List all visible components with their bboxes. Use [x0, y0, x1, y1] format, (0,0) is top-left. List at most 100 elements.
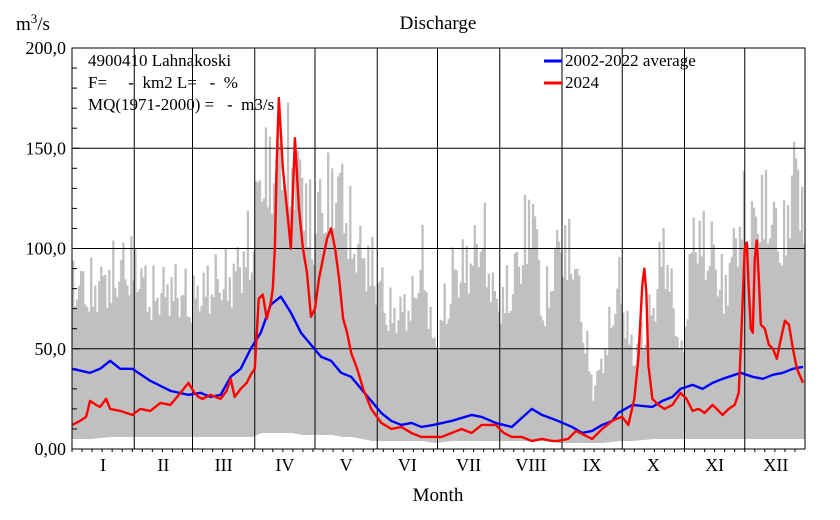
range-band-bar — [758, 242, 762, 439]
range-band-bar — [238, 267, 241, 437]
range-band-bar — [702, 211, 705, 439]
range-band-bar — [676, 337, 679, 439]
range-band-bar — [288, 206, 292, 433]
range-band-bar — [547, 307, 551, 442]
range-band-bar — [529, 247, 533, 441]
range-band-bar — [150, 319, 153, 437]
range-band-bar — [88, 311, 91, 439]
range-band-bar — [160, 293, 163, 437]
range-band-bar — [624, 338, 627, 441]
range-band-bar — [335, 202, 338, 436]
range-band-bar — [333, 228, 336, 436]
range-band-bar — [501, 286, 505, 441]
range-band-bar — [170, 277, 173, 437]
range-band-bar — [286, 102, 290, 433]
month-label: III — [215, 455, 233, 475]
month-label: X — [647, 455, 660, 475]
range-band-bar — [355, 272, 358, 438]
range-band-bar — [176, 298, 179, 437]
range-band-bar — [778, 262, 782, 439]
range-band-bar — [319, 179, 322, 435]
range-band-bar — [455, 270, 458, 441]
range-band-bar — [560, 252, 563, 443]
range-band-bar — [704, 280, 707, 439]
series-line-2024 — [71, 96, 805, 443]
range-band-bar — [210, 294, 213, 437]
range-band-bar — [666, 264, 669, 439]
legend-label-2024: 2024 — [565, 73, 600, 92]
range-band-bar — [104, 274, 107, 438]
range-band-bar — [439, 319, 442, 443]
range-band-bar — [668, 291, 671, 439]
range-band-bar — [674, 336, 677, 439]
range-band-bar — [234, 271, 237, 437]
legend: 2002-2022 average 2024 — [544, 51, 696, 92]
range-band-bar — [314, 234, 318, 435]
range-band-bar — [541, 320, 545, 441]
range-band-bar — [78, 285, 81, 439]
range-band-bar — [128, 295, 131, 437]
range-band-bar — [425, 292, 428, 442]
range-band-bar — [656, 288, 659, 439]
range-band-bar — [278, 143, 282, 433]
range-band-bar — [780, 265, 784, 439]
range-band-bar — [248, 279, 252, 437]
month-label: IV — [275, 455, 294, 475]
range-band-bar — [365, 291, 368, 440]
range-band-bar — [357, 243, 360, 439]
range-band-bar — [794, 158, 798, 439]
range-band-bar — [250, 272, 254, 437]
range-band-bar — [636, 343, 639, 441]
range-band-bar — [798, 230, 802, 439]
range-band-bar — [796, 169, 800, 439]
range-band-bar — [246, 210, 250, 437]
range-band-bar — [602, 372, 605, 443]
range-band-bar — [405, 330, 408, 441]
range-band-bar — [268, 136, 272, 433]
range-band-bar — [537, 260, 541, 441]
month-label: IX — [583, 455, 602, 475]
range-band-bar — [744, 254, 748, 439]
range-band-bar — [802, 243, 806, 439]
range-band-bar — [670, 268, 673, 439]
range-band-bar — [606, 355, 609, 443]
range-band-bar — [726, 305, 729, 439]
range-band-bar — [196, 285, 199, 437]
range-band-bar — [481, 248, 484, 441]
range-band-bar — [642, 349, 645, 440]
range-band-bar — [166, 284, 169, 437]
range-band-bar — [716, 296, 719, 439]
range-band-bar — [204, 296, 207, 437]
range-band-bar — [124, 279, 127, 437]
range-band-bar — [270, 214, 274, 433]
range-band-bar — [774, 208, 778, 439]
range-band-bar — [264, 127, 268, 433]
range-band-bar — [180, 295, 183, 437]
range-band-bar — [266, 207, 270, 433]
range-band-bar — [126, 285, 129, 437]
range-band-bar — [441, 320, 444, 443]
range-band-bar — [485, 287, 488, 441]
range-band-bar — [200, 305, 203, 437]
range-band-bar — [712, 244, 715, 439]
range-band-bar — [614, 314, 617, 442]
range-band-bar — [586, 330, 589, 443]
range-band-bar — [555, 229, 559, 443]
range-band-bar — [296, 151, 300, 435]
range-band-bar — [158, 314, 161, 437]
range-band-bar — [564, 225, 567, 443]
range-band-bar — [419, 269, 422, 441]
range-band-bar — [473, 225, 476, 441]
range-band-bar — [776, 251, 780, 439]
month-label: V — [340, 455, 353, 475]
range-band-bar — [596, 370, 599, 443]
range-band-bar — [409, 320, 412, 441]
range-band-bar — [224, 248, 227, 437]
range-band-bar — [447, 318, 450, 442]
range-band-bar — [644, 344, 647, 440]
range-band-bar — [471, 265, 474, 441]
range-band-bar — [383, 313, 386, 441]
range-band-bar — [746, 244, 750, 439]
range-band-bar — [182, 295, 185, 437]
